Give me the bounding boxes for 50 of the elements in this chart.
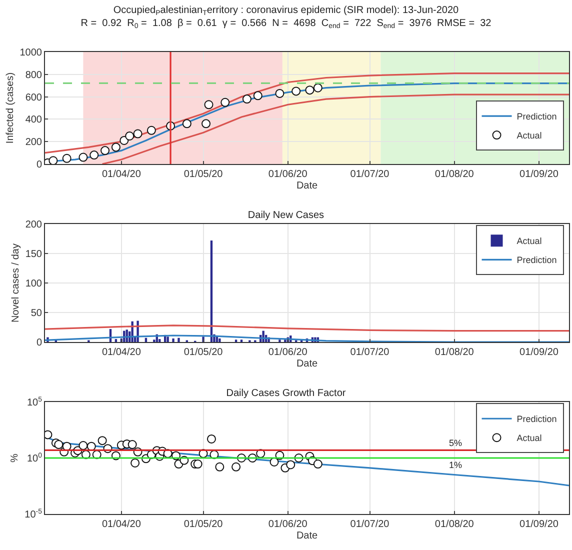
legend-label: Actual bbox=[516, 433, 542, 444]
y-tick-label: 10$^{0}$ bbox=[26, 452, 42, 464]
x-tick-label: 01/09/20 bbox=[520, 347, 559, 358]
y-axis-title: % bbox=[10, 453, 21, 462]
x-tick-label: 01/05/20 bbox=[184, 519, 224, 530]
x-tick-label: 01/08/20 bbox=[434, 169, 474, 180]
x-tick-label: 01/05/20 bbox=[184, 169, 224, 180]
x-tick-label: 01/06/20 bbox=[268, 347, 308, 358]
y-axis-title: Novel cases / day bbox=[10, 244, 22, 322]
y-tick-label: 800 bbox=[25, 70, 42, 81]
x-tick-label: 01/09/20 bbox=[520, 169, 559, 180]
legend-label: Actual bbox=[516, 130, 542, 141]
x-tick-label: 01/05/20 bbox=[184, 347, 224, 358]
x-axis-title: Date bbox=[296, 530, 318, 542]
y-axis-title: Infected (cases) bbox=[4, 72, 16, 144]
x-tick-label: 01/07/20 bbox=[350, 169, 390, 180]
chart-title: Occupied$_{P}$alestinian$_{T}$erritory : coronavirus epidemic (SIR model): 13-Jun-2020 bbox=[113, 5, 460, 18]
x-tick-label: 01/04/20 bbox=[102, 347, 142, 358]
y-tick-label: 10$^{5}$ bbox=[26, 396, 42, 408]
x-axis-title: Date bbox=[296, 180, 318, 192]
y-tick-label: 150 bbox=[25, 249, 42, 260]
chart-title: Daily Cases Growth Factor bbox=[226, 388, 346, 399]
x-tick-label: 01/07/20 bbox=[350, 519, 390, 530]
legend-label: Prediction bbox=[516, 255, 557, 266]
x-tick-label: 01/08/20 bbox=[434, 347, 474, 358]
y-tick-label: 0 bbox=[36, 338, 42, 348]
x-tick-label: 01/08/20 bbox=[434, 519, 474, 530]
y-tick-label: 200 bbox=[25, 220, 42, 230]
x-tick-label: 01/06/20 bbox=[268, 169, 308, 180]
ref-line-label: 1% bbox=[449, 460, 462, 470]
y-tick-label: 100 bbox=[25, 278, 42, 290]
x-tick-label: 01/07/20 bbox=[350, 347, 390, 358]
y-tick-label: 400 bbox=[25, 114, 42, 126]
x-axis-title: Date bbox=[296, 358, 318, 370]
y-tick-label: 200 bbox=[25, 137, 42, 148]
y-tick-label: 10$^{-5}$ bbox=[24, 508, 42, 520]
chart-title: Daily New Cases bbox=[248, 210, 324, 221]
legend-label: Prediction bbox=[516, 414, 557, 424]
chart-subtitle: R = 0.92 R$_{0}$ = 1.08 β = 0.61 γ = 0.566 N = 4698 C$_{end}$ = 722 S$_{end}$ = 3976 RMSE = 32 bbox=[80, 18, 492, 30]
y-tick-label: 600 bbox=[25, 92, 42, 104]
legend-label: Prediction bbox=[516, 112, 557, 122]
x-tick-label: 01/04/20 bbox=[102, 169, 142, 180]
ref-line-label: 5% bbox=[449, 438, 462, 448]
x-tick-label: 01/06/20 bbox=[268, 519, 308, 530]
y-tick-label: 1000 bbox=[20, 48, 42, 58]
y-tick-label: 50 bbox=[30, 308, 42, 319]
legend-label: Actual bbox=[516, 236, 542, 246]
y-tick-label: 0 bbox=[36, 160, 42, 170]
x-tick-label: 01/09/20 bbox=[520, 519, 559, 530]
x-tick-label: 01/04/20 bbox=[102, 519, 142, 530]
